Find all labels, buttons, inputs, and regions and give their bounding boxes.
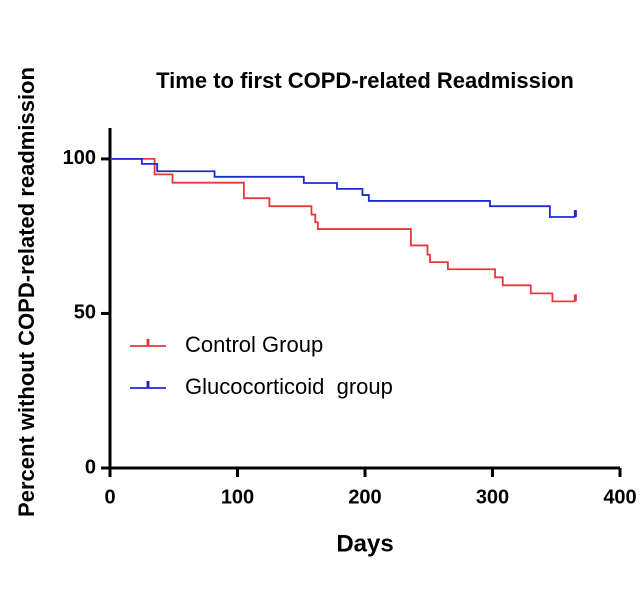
km-line bbox=[110, 158, 576, 218]
x-tick-label: 400 bbox=[603, 486, 636, 508]
x-tick-label: 100 bbox=[221, 486, 254, 508]
x-tick-label: 0 bbox=[104, 486, 115, 508]
legend-label: Control Group bbox=[185, 332, 323, 357]
x-tick-label: 200 bbox=[348, 486, 381, 508]
km-line bbox=[110, 158, 576, 303]
y-tick-label: 50 bbox=[74, 302, 96, 324]
legend-label: Glucocorticoid group bbox=[185, 374, 393, 399]
y-tick-label: 100 bbox=[63, 147, 96, 169]
chart-title: Time to first COPD-related Readmission bbox=[156, 68, 574, 93]
y-axis-label: Percent without COPD-related readmission bbox=[14, 67, 39, 517]
x-tick-label: 300 bbox=[476, 486, 509, 508]
y-tick-label: 0 bbox=[85, 456, 96, 478]
x-axis-label: Days bbox=[336, 530, 393, 557]
